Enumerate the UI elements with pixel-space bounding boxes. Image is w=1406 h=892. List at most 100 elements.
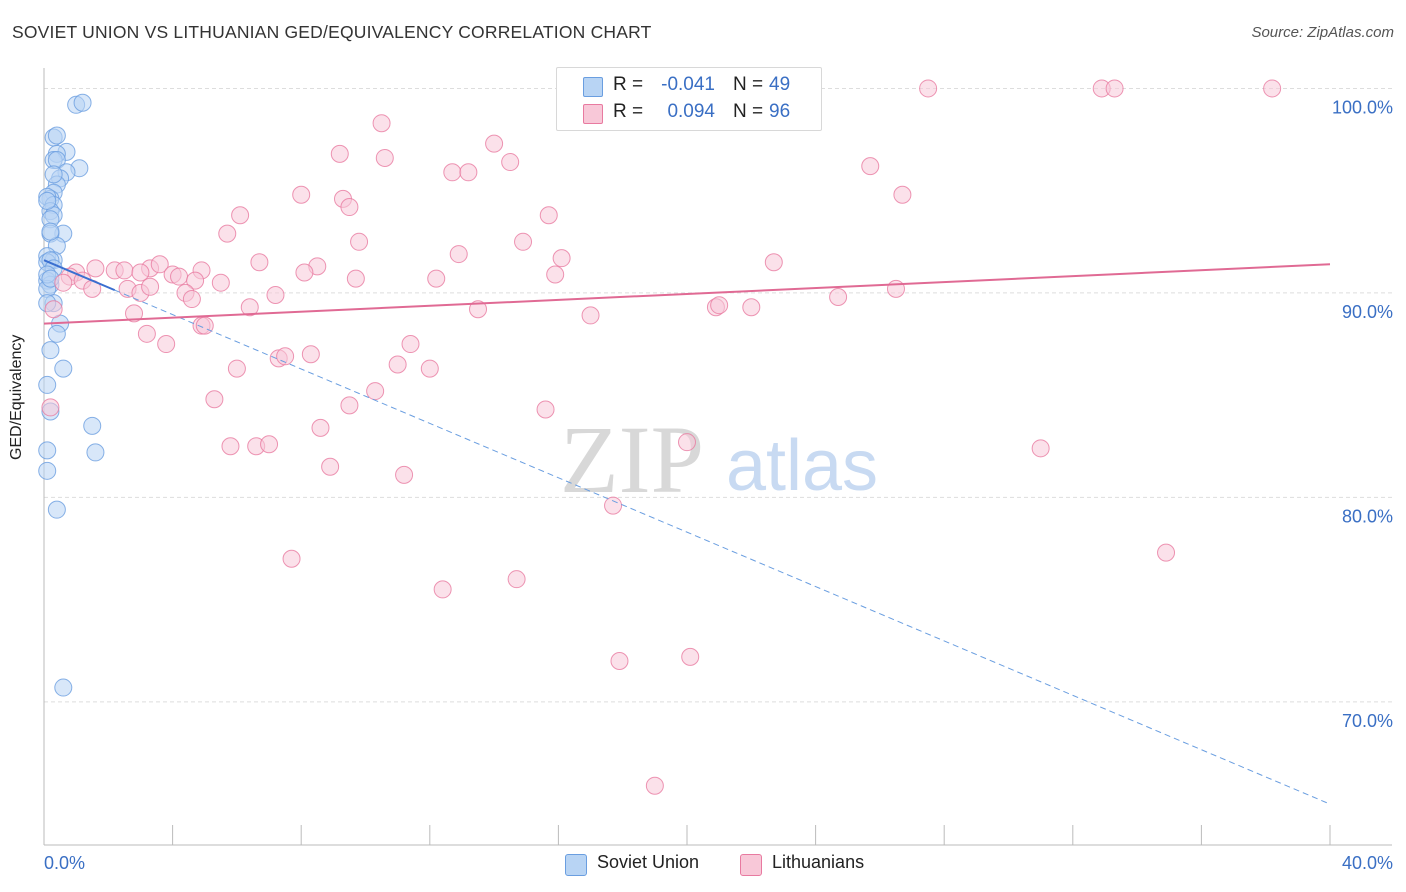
legend-n-value: 49 (769, 74, 791, 95)
point-lithuanians (221, 437, 240, 456)
point-lithuanians (581, 306, 600, 325)
point-lithuanians (346, 269, 365, 288)
legend-r-value: -0.041 (661, 74, 715, 95)
point-lithuanians (260, 435, 279, 454)
point-lithuanians (311, 418, 330, 437)
point-soviet-union (47, 126, 66, 145)
bottom-legend: Soviet Union Lithuanians (0, 852, 1406, 878)
trend-lines (43, 259, 1331, 805)
x-tick-label-max: 40.0% (1342, 853, 1393, 873)
point-lithuanians (395, 465, 414, 484)
point-soviet-union (44, 165, 63, 184)
point-lithuanians (170, 267, 189, 286)
y-tick-label: 70.0% (1342, 711, 1393, 731)
bottom-legend-swatch-lithuanians (740, 854, 762, 876)
point-lithuanians (514, 232, 533, 251)
trend-line-lithuanians (43, 263, 1331, 325)
point-lithuanians (604, 496, 623, 515)
point-lithuanians (1157, 543, 1176, 562)
axes (43, 68, 1392, 846)
point-lithuanians (115, 261, 134, 280)
legend-swatch-soviet-union (583, 77, 603, 97)
point-lithuanians (301, 345, 320, 364)
point-lithuanians (141, 277, 160, 296)
point-lithuanians (829, 288, 848, 307)
point-lithuanians (1263, 79, 1282, 98)
point-lithuanians (366, 382, 385, 401)
x-tick-label-min: 0.0% (44, 853, 85, 873)
gridlines (44, 87, 1392, 703)
y-axis-label: GED/Equivalency (8, 334, 25, 460)
point-lithuanians (250, 253, 269, 272)
point-lithuanians (919, 79, 938, 98)
point-lithuanians (340, 396, 359, 415)
point-lithuanians (205, 390, 224, 409)
point-lithuanians (157, 335, 176, 354)
point-lithuanians (282, 549, 301, 568)
bottom-legend-swatch-soviet-union (565, 854, 587, 876)
point-lithuanians (330, 144, 349, 163)
stats-legend: R = -0.041 N = 49 R = 0.094 N = 96 (556, 67, 822, 131)
legend-n-label: N = (733, 101, 764, 122)
point-lithuanians (764, 253, 783, 272)
point-lithuanians (552, 249, 571, 268)
point-soviet-union (47, 324, 66, 343)
point-soviet-union (73, 93, 92, 112)
point-soviet-union (54, 359, 73, 378)
point-lithuanians (340, 198, 359, 217)
y-tick-label: 100.0% (1332, 97, 1393, 117)
point-lithuanians (433, 580, 452, 599)
point-lithuanians (536, 400, 555, 419)
point-soviet-union (47, 500, 66, 519)
point-lithuanians (350, 232, 369, 251)
trend-line-soviet-union-solid (43, 259, 116, 292)
legend-r-label: R = (613, 74, 644, 95)
point-soviet-union (38, 461, 57, 480)
point-lithuanians (86, 259, 105, 278)
point-lithuanians (427, 269, 446, 288)
point-lithuanians (375, 148, 394, 167)
point-lithuanians (449, 245, 468, 264)
point-lithuanians (539, 206, 558, 225)
point-lithuanians (186, 271, 205, 290)
point-lithuanians (131, 263, 150, 282)
point-soviet-union (38, 375, 57, 394)
point-lithuanians (150, 255, 169, 274)
point-lithuanians (54, 273, 73, 292)
watermark: ZIP atlas (560, 406, 878, 513)
point-lithuanians (501, 153, 520, 172)
tick-labels: 70.0% 80.0% 90.0% 100.0% 0.0% 40.0% (44, 97, 1393, 873)
point-lithuanians (44, 300, 63, 319)
point-lithuanians (1031, 439, 1050, 458)
point-lithuanians (610, 651, 629, 670)
point-lithuanians (41, 398, 60, 417)
point-lithuanians (388, 355, 407, 374)
legend-r-value: 0.094 (667, 101, 715, 122)
point-lithuanians (231, 206, 250, 225)
point-soviet-union (54, 678, 73, 697)
point-lithuanians (459, 163, 478, 182)
bottom-legend-label: Lithuanians (772, 852, 865, 872)
point-soviet-union (41, 341, 60, 360)
point-soviet-union (38, 191, 57, 210)
point-lithuanians (893, 185, 912, 204)
watermark-zip: ZIP (560, 406, 704, 513)
point-lithuanians (861, 157, 880, 176)
bottom-legend-label: Soviet Union (597, 852, 700, 872)
point-soviet-union (38, 441, 57, 460)
point-lithuanians (742, 298, 761, 317)
source-label: Source: ZipAtlas.com (1251, 24, 1394, 41)
legend-r-label: R = (613, 101, 644, 122)
point-lithuanians (546, 265, 565, 284)
point-lithuanians (710, 296, 729, 315)
legend-n-value: 96 (769, 101, 791, 122)
point-lithuanians (292, 185, 311, 204)
point-lithuanians (321, 457, 340, 476)
point-lithuanians (227, 359, 246, 378)
point-soviet-union (83, 416, 102, 435)
point-soviet-union (86, 443, 105, 462)
point-lithuanians (443, 163, 462, 182)
point-lithuanians (507, 570, 526, 589)
point-lithuanians (125, 304, 144, 323)
